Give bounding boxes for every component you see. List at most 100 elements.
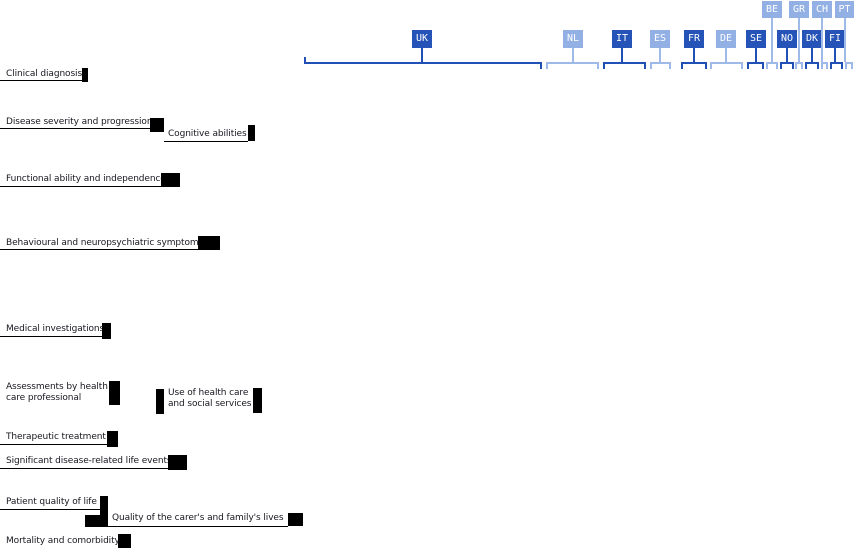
- domain-label-disease-severity-and-progression[interactable]: Disease severity and progression: [6, 117, 153, 127]
- country-box-ES[interactable]: ES: [650, 30, 670, 48]
- branch-line-disease-severity-and-progression: [0, 128, 150, 129]
- stem-IT: [621, 48, 623, 62]
- bracket-DE: [710, 62, 743, 64]
- node-bar-therapeutic-treatment[interactable]: [107, 431, 118, 447]
- country-box-CH[interactable]: CH: [812, 1, 832, 18]
- country-box-GR[interactable]: GR: [789, 1, 809, 18]
- bracket-NO: [780, 62, 794, 64]
- bracket-cap-left-GR: [795, 64, 797, 69]
- node-bar-use-of-health-care-and-social-services-1[interactable]: [253, 388, 262, 413]
- node-bar-quality-of-the-carers-and-familys-lives-1[interactable]: [288, 513, 303, 526]
- bracket-DK: [805, 62, 819, 64]
- bracket-cap-right-IT: [644, 64, 646, 69]
- node-bar-behavioural-and-neuropsychiatric-symptoms[interactable]: [198, 236, 220, 250]
- bracket-cap-left-DK: [805, 64, 807, 69]
- stem-BE: [771, 18, 773, 62]
- bracket-cap-left-CH: [821, 64, 823, 69]
- branch-line-cognitive-abilities: [164, 141, 248, 142]
- country-box-DE[interactable]: DE: [716, 30, 736, 48]
- domain-label-assessments-by-health-care-professional[interactable]: Assessments by health care professional: [6, 382, 108, 403]
- country-box-FI[interactable]: FI: [825, 30, 845, 48]
- node-bar-cognitive-abilities[interactable]: [248, 125, 255, 141]
- bracket-cap-right-UK: [540, 64, 542, 69]
- country-box-NL[interactable]: NL: [563, 30, 583, 48]
- bracket-NL: [546, 62, 599, 64]
- stem-GR: [798, 18, 800, 62]
- country-box-DK[interactable]: DK: [802, 30, 822, 48]
- branch-line-therapeutic-treatment: [0, 444, 107, 445]
- domain-label-medical-investigations[interactable]: Medical investigations: [6, 324, 105, 334]
- stem-SE: [755, 48, 757, 62]
- domain-label-use-of-health-care-and-social-services[interactable]: Use of health care and social services: [168, 388, 252, 409]
- stem-PT: [844, 18, 846, 62]
- bracket-cap-right-FI: [841, 64, 843, 69]
- domain-label-quality-of-the-carers-and-familys-lives[interactable]: Quality of the carer's and family's live…: [112, 513, 284, 523]
- bracket-ES: [650, 62, 671, 64]
- country-box-IT[interactable]: IT: [612, 30, 632, 48]
- domain-label-therapeutic-treatment[interactable]: Therapeutic treatment: [6, 432, 106, 442]
- domain-label-behavioural-and-neuropsychiatric-symptoms[interactable]: Behavioural and neuropsychiatric symptom…: [6, 238, 204, 248]
- country-box-FR[interactable]: FR: [684, 30, 704, 48]
- bracket-cap-left-FI: [830, 64, 832, 69]
- bracket-FR: [681, 62, 707, 64]
- node-bar-significant-disease-related-life-events[interactable]: [168, 455, 187, 470]
- bracket-cap-left-UK: [304, 57, 306, 62]
- bracket-cap-right-SE: [762, 64, 764, 69]
- country-box-BE[interactable]: BE: [762, 1, 782, 18]
- branch-line-functional-ability-and-independence: [0, 186, 161, 187]
- bracket-cap-right-NL: [597, 64, 599, 69]
- stem-DE: [725, 48, 727, 62]
- bracket-cap-right-CH: [826, 64, 828, 69]
- branch-line-quality-of-the-carers-and-familys-lives: [108, 526, 288, 527]
- stem-FR: [693, 48, 695, 62]
- bracket-cap-right-GR: [801, 64, 803, 69]
- bracket-cap-left-NL: [546, 64, 548, 69]
- bracket-PT: [845, 62, 853, 64]
- country-box-UK[interactable]: UK: [412, 30, 432, 48]
- branch-line-patient-quality-of-life: [0, 509, 100, 510]
- bracket-CH: [821, 62, 828, 64]
- bracket-GR: [795, 62, 803, 64]
- domain-label-cognitive-abilities[interactable]: Cognitive abilities: [168, 129, 247, 139]
- bracket-cap-left-PT: [845, 64, 847, 69]
- bracket-cap-left-IT: [603, 64, 605, 69]
- stem-NL: [572, 48, 574, 62]
- node-bar-use-of-health-care-and-social-services-0[interactable]: [156, 389, 164, 414]
- domain-label-functional-ability-and-independence[interactable]: Functional ability and independence: [6, 174, 166, 184]
- domain-label-patient-quality-of-life[interactable]: Patient quality of life: [6, 497, 97, 507]
- bracket-cap-left-NO: [780, 64, 782, 69]
- bracket-cap-right-NO: [792, 64, 794, 69]
- branch-line-significant-disease-related-life-events: [0, 468, 168, 469]
- stem-DK: [811, 48, 813, 62]
- bracket-cap-left-ES: [650, 64, 652, 69]
- stem-NO: [786, 48, 788, 62]
- node-bar-functional-ability-and-independence[interactable]: [161, 173, 180, 187]
- country-box-NO[interactable]: NO: [777, 30, 797, 48]
- country-box-SE[interactable]: SE: [746, 30, 766, 48]
- node-bar-mortality-and-comorbidity[interactable]: [118, 534, 131, 548]
- node-bar-clinical-diagnosis[interactable]: [82, 68, 88, 82]
- bracket-cap-left-DE: [710, 64, 712, 69]
- node-bar-assessments-by-health-care-professional[interactable]: [109, 381, 120, 405]
- bracket-cap-left-SE: [747, 64, 749, 69]
- stem-CH: [821, 18, 823, 62]
- stem-ES: [659, 48, 661, 62]
- node-bar-medical-investigations[interactable]: [102, 323, 111, 339]
- domain-label-mortality-and-comorbidity[interactable]: Mortality and comorbidity: [6, 536, 120, 546]
- bracket-IT: [603, 62, 646, 64]
- bracket-cap-right-FR: [705, 64, 707, 69]
- domain-label-significant-disease-related-life-events[interactable]: Significant disease-related life events: [6, 456, 172, 466]
- bracket-BE: [766, 62, 778, 64]
- country-box-PT[interactable]: PT: [835, 1, 854, 18]
- bracket-UK: [304, 62, 542, 64]
- bracket-cap-right-BE: [776, 64, 778, 69]
- branch-line-medical-investigations: [0, 336, 102, 337]
- node-bar-patient-quality-of-life[interactable]: [100, 496, 108, 515]
- bracket-cap-right-ES: [669, 64, 671, 69]
- domain-label-clinical-diagnosis[interactable]: Clinical diagnosis: [6, 69, 83, 79]
- branch-line-behavioural-and-neuropsychiatric-symptoms: [0, 249, 198, 250]
- stem-UK: [421, 48, 423, 62]
- node-bar-disease-severity-and-progression[interactable]: [150, 118, 164, 132]
- node-bar-quality-of-the-carers-and-familys-lives-0[interactable]: [85, 515, 108, 527]
